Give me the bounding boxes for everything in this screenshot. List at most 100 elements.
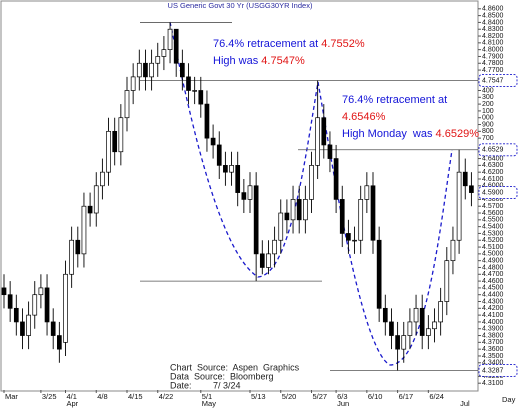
x-tick-label: 4/8	[97, 392, 107, 401]
candle-body	[235, 165, 241, 193]
y-tick-label: 4.8600	[482, 6, 504, 13]
y-tick-label: 4.4600	[482, 278, 504, 285]
month-label: Jun	[337, 399, 349, 408]
month-label: May	[202, 399, 216, 408]
y-tick-label: 400	[482, 87, 494, 94]
y-tick-label: 4.4300	[482, 298, 504, 305]
candle-body	[309, 165, 314, 200]
candle-body	[284, 212, 290, 221]
y-tick-label: 4.3900	[482, 326, 504, 333]
y-tick-label: 4.4500	[482, 285, 504, 292]
candle-body	[450, 239, 456, 262]
candle-body	[106, 130, 111, 173]
retracement-curve	[169, 21, 319, 278]
y-tick-label: 4.5300	[482, 230, 504, 237]
y-tick-label: 4.6300	[482, 162, 504, 169]
candle-body	[419, 307, 425, 336]
candle-body	[1, 287, 7, 296]
candle-body	[229, 165, 234, 173]
axis-tag-label: 4.5900	[482, 189, 504, 196]
y-tick-label: 200	[482, 101, 494, 108]
axis-tag-label: 4.7547	[482, 77, 504, 84]
candle-body	[438, 301, 443, 323]
candle-body	[278, 212, 284, 241]
candle-body	[339, 199, 345, 234]
x-tick-label: 6/10	[368, 392, 383, 401]
y-tick-label: 4.4400	[482, 292, 504, 299]
candle-body	[155, 56, 161, 64]
axis-tag-label: 4.6529	[482, 147, 504, 154]
candle-body	[382, 307, 388, 323]
y-tick-label: 4.5000	[482, 251, 504, 258]
candle-body	[253, 185, 259, 255]
x-tick-label: 4/15	[128, 392, 143, 401]
y-tick-label: 4.4200	[482, 305, 504, 312]
footer-text: Date:	[170, 380, 192, 390]
annotation-part: 4.7547%	[261, 55, 305, 67]
x-tick-label: 5/20	[282, 392, 297, 401]
candle-body	[100, 171, 105, 187]
annotation-part: 76.4% retracement at	[342, 94, 447, 106]
candle-body	[272, 239, 277, 255]
candle-body	[112, 130, 118, 153]
x-tick-label: Mar	[5, 392, 18, 401]
annotation: High Monday was 4.6529%	[342, 128, 479, 140]
candle-body	[290, 199, 296, 221]
candle-body	[81, 205, 87, 255]
candle-body	[26, 314, 31, 336]
candle-body	[413, 307, 419, 323]
footer-text: Data Source: Bloomberg	[170, 371, 274, 381]
x-axis-label: Day	[502, 395, 516, 404]
y-tick-label: 4.4100	[482, 312, 504, 319]
y-tick-label: 4.3500	[482, 353, 504, 360]
annotation-part: 4.7552%	[321, 38, 365, 50]
candle-body	[69, 239, 75, 275]
candle-body	[75, 239, 81, 255]
x-tick-label: 5/1	[202, 392, 212, 401]
month-label: Jul	[460, 399, 470, 408]
y-tick-label: 4.3600	[482, 346, 504, 353]
candle-body	[44, 287, 50, 323]
candle-body	[186, 76, 191, 91]
candle-body	[223, 165, 228, 173]
candle-body	[149, 62, 154, 78]
candle-body	[456, 171, 462, 241]
y-tick-label: 4.8300	[482, 26, 504, 33]
y-tick-label: 4.8100	[482, 40, 504, 47]
candle-body	[13, 307, 19, 323]
y-tick-label: 4.3100	[482, 380, 504, 387]
y-tick-label: 4.7900	[482, 53, 504, 60]
annotation: 76.4% retracement at	[342, 94, 447, 106]
candle-body	[303, 199, 308, 221]
annotation: 4.6546%	[342, 111, 386, 123]
y-tick-label: 900	[482, 121, 494, 128]
y-tick-label: 000	[482, 115, 494, 122]
candle-body	[20, 321, 25, 336]
candle-body	[210, 137, 216, 146]
candle-body	[389, 321, 394, 336]
candle-body	[38, 287, 44, 296]
candle-body	[50, 321, 56, 336]
candle-body	[296, 199, 302, 221]
month-label: Apr	[67, 399, 79, 408]
axis-tag-box	[478, 186, 518, 200]
candle-body	[444, 260, 450, 302]
candle-body	[376, 239, 382, 309]
y-tick-label: 4.4000	[482, 319, 504, 326]
x-tick-label: 6/24	[429, 392, 444, 401]
candle-body	[426, 328, 431, 336]
candle-body	[370, 185, 376, 241]
candle-body	[143, 62, 148, 78]
footer-text: 7/ 3/24	[213, 380, 241, 390]
candle-body	[469, 185, 474, 193]
y-tick-label: 4.8400	[482, 19, 504, 26]
y-tick-label: 4.6100	[482, 176, 504, 183]
y-tick-label: 4.3700	[482, 339, 504, 346]
candle-body	[180, 62, 185, 78]
y-tick-label: 800	[482, 128, 494, 135]
y-tick-label: 4.6400	[482, 155, 504, 162]
axis-tag-box	[478, 364, 518, 377]
y-tick-label: 300	[482, 94, 494, 101]
candle-body	[266, 253, 271, 268]
